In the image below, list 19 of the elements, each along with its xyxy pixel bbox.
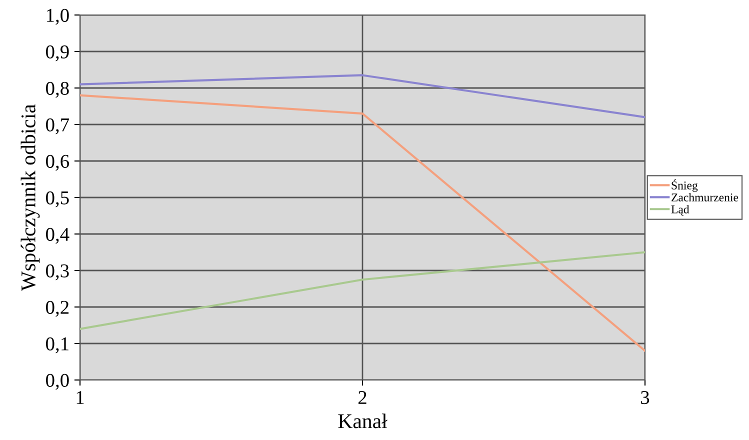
y-tick-label: 0,3 bbox=[46, 264, 69, 280]
x-tick-label: 1 bbox=[76, 391, 84, 404]
legend-label: Śnieg bbox=[672, 179, 698, 192]
y-tick-label: 0,1 bbox=[46, 337, 68, 354]
y-tick-label: 0,4 bbox=[46, 228, 70, 244]
y-tick-label: 0,0 bbox=[46, 374, 69, 390]
y-tick-label: 0,8 bbox=[46, 82, 69, 98]
legend-label: Zachmurzenie bbox=[672, 193, 738, 202]
x-tick-label: 3 bbox=[641, 391, 650, 404]
y-tick-label: 0,9 bbox=[46, 45, 69, 62]
y-axis-title: Współczynnik odbicia bbox=[20, 104, 40, 291]
y-tick-label: 0,2 bbox=[46, 300, 69, 317]
y-tick-label: 0,6 bbox=[46, 154, 70, 171]
y-tick-label: 0,7 bbox=[46, 118, 70, 134]
y-tick-label: 1,0 bbox=[46, 8, 69, 25]
x-axis-title: Kanał bbox=[338, 414, 388, 428]
legend-label: Ląd bbox=[671, 205, 690, 216]
x-tick-label: 2 bbox=[358, 391, 366, 404]
y-tick-label: 0,5 bbox=[46, 191, 69, 208]
